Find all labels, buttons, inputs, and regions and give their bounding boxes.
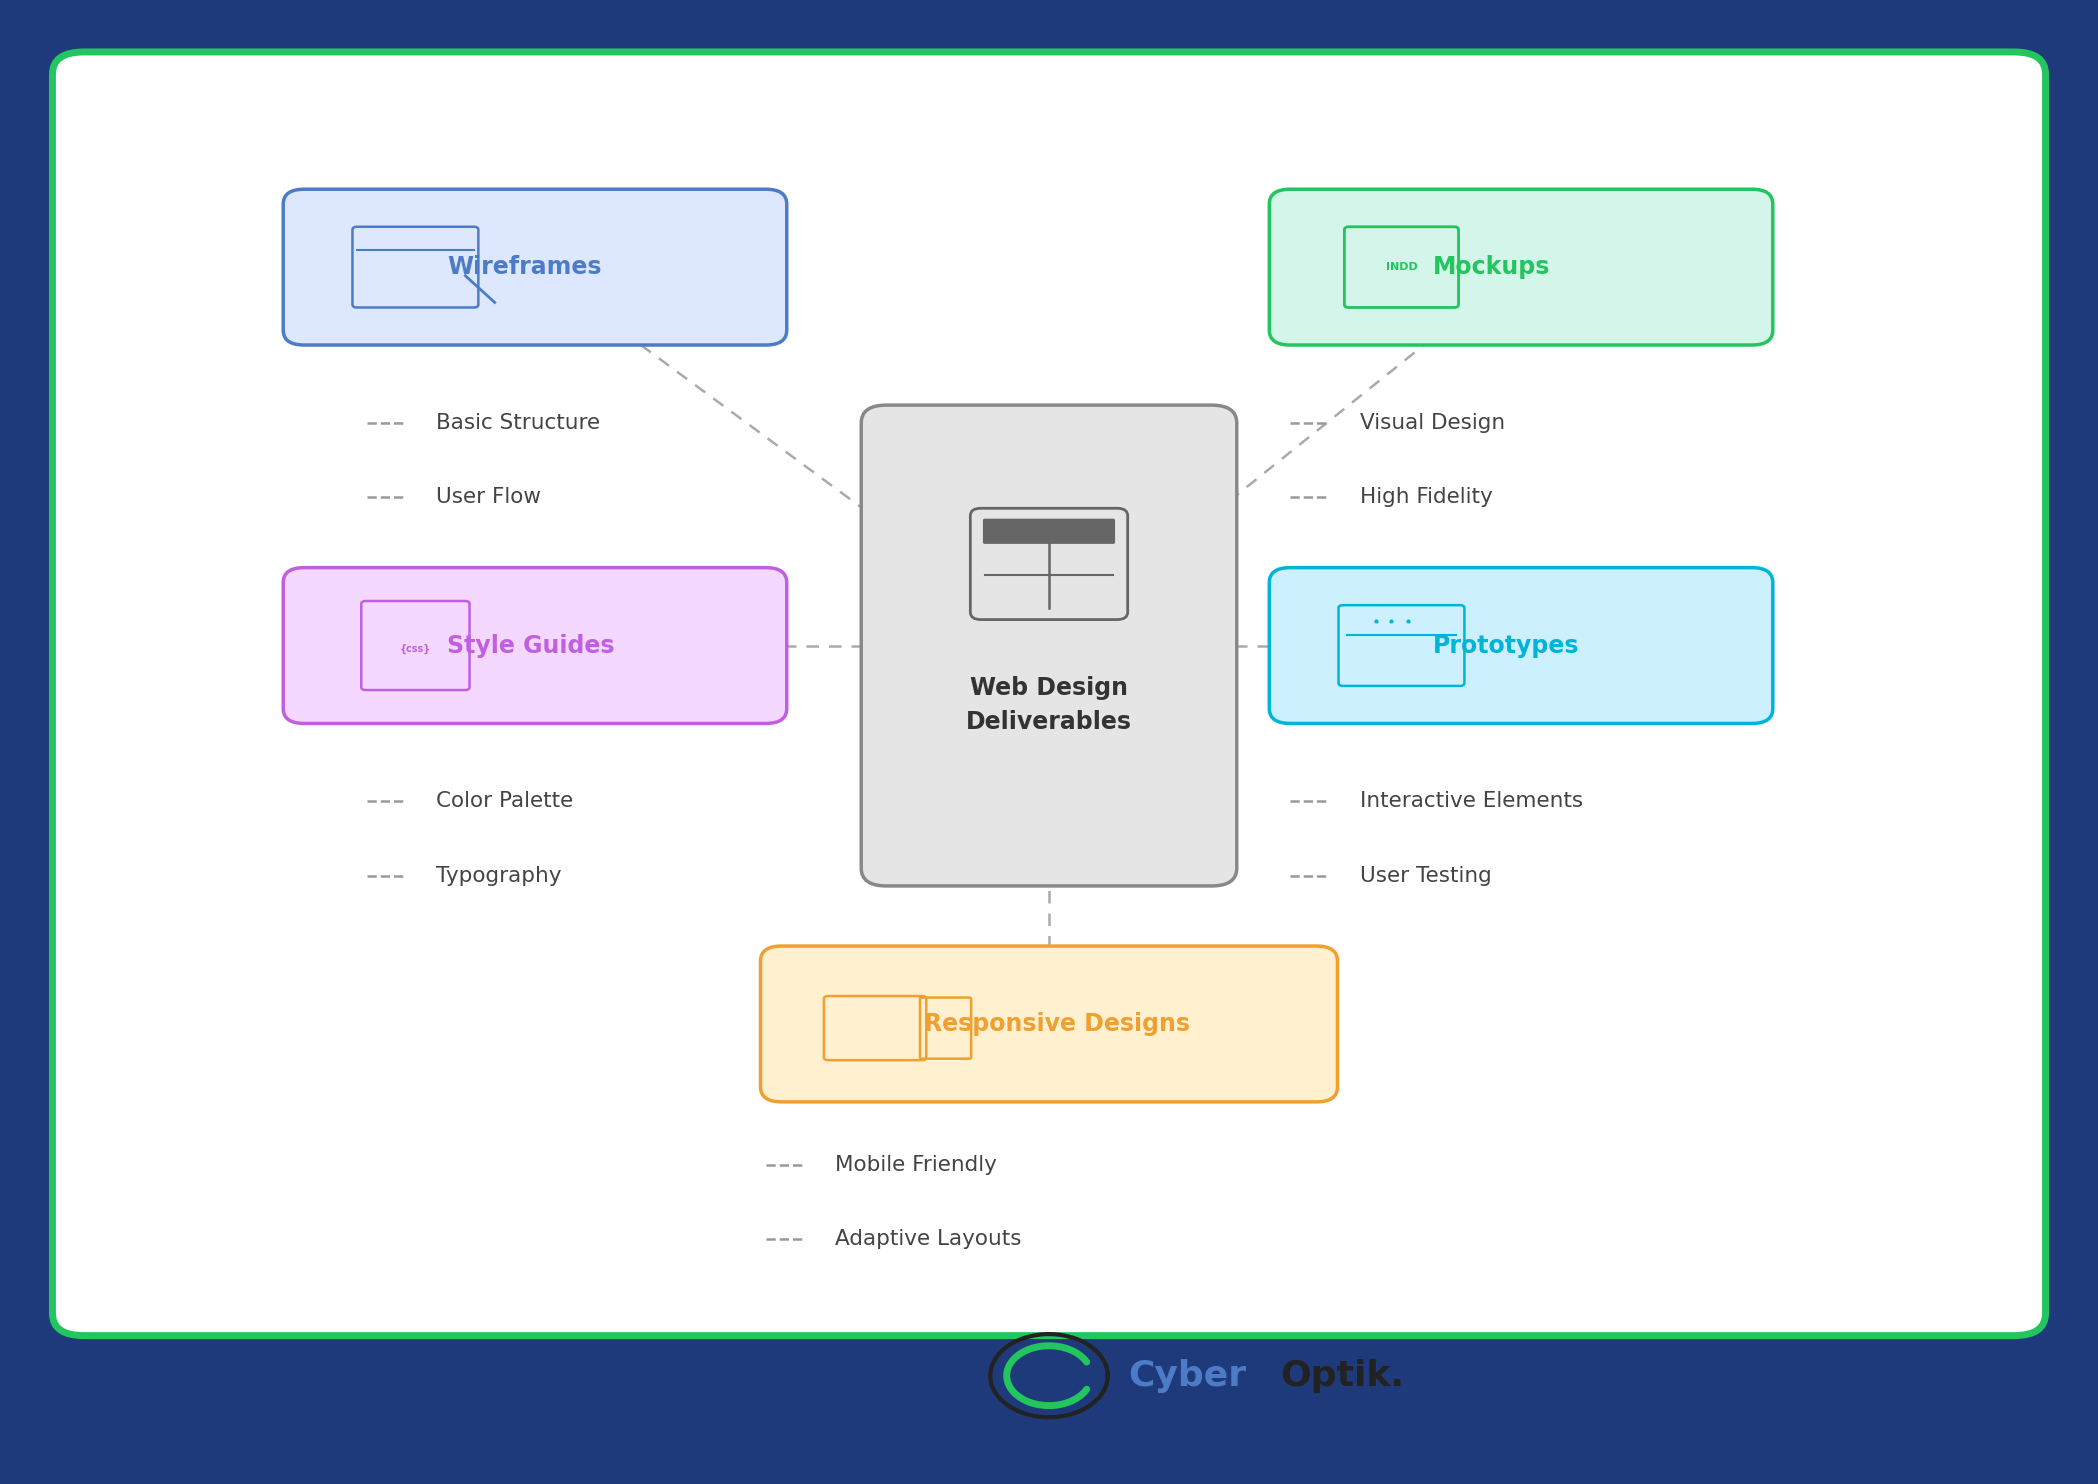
FancyBboxPatch shape xyxy=(860,405,1236,886)
FancyBboxPatch shape xyxy=(52,52,2046,1336)
Text: Interactive Elements: Interactive Elements xyxy=(1360,791,1582,812)
FancyBboxPatch shape xyxy=(283,568,787,724)
Text: Mobile Friendly: Mobile Friendly xyxy=(835,1155,997,1175)
Text: Style Guides: Style Guides xyxy=(447,634,615,657)
FancyBboxPatch shape xyxy=(1269,188,1773,344)
FancyBboxPatch shape xyxy=(1269,568,1773,724)
Text: INDD: INDD xyxy=(1385,263,1418,272)
Text: High Fidelity: High Fidelity xyxy=(1360,487,1492,508)
Text: Prototypes: Prototypes xyxy=(1433,634,1580,657)
Text: Responsive Designs: Responsive Designs xyxy=(923,1012,1190,1036)
FancyBboxPatch shape xyxy=(283,188,787,344)
Text: User Testing: User Testing xyxy=(1360,865,1492,886)
Text: {css}: {css} xyxy=(401,644,430,653)
FancyBboxPatch shape xyxy=(759,947,1339,1101)
Text: Basic Structure: Basic Structure xyxy=(436,413,600,433)
Text: Cyber: Cyber xyxy=(1129,1359,1246,1392)
Text: Typography: Typography xyxy=(436,865,562,886)
Text: Optik.: Optik. xyxy=(1280,1359,1404,1392)
Text: Adaptive Layouts: Adaptive Layouts xyxy=(835,1229,1022,1250)
Text: Color Palette: Color Palette xyxy=(436,791,573,812)
Text: Web Design
Deliverables: Web Design Deliverables xyxy=(965,677,1133,733)
Text: Visual Design: Visual Design xyxy=(1360,413,1504,433)
Text: Mockups: Mockups xyxy=(1433,255,1550,279)
Text: User Flow: User Flow xyxy=(436,487,541,508)
FancyBboxPatch shape xyxy=(982,518,1116,545)
Text: Wireframes: Wireframes xyxy=(447,255,602,279)
